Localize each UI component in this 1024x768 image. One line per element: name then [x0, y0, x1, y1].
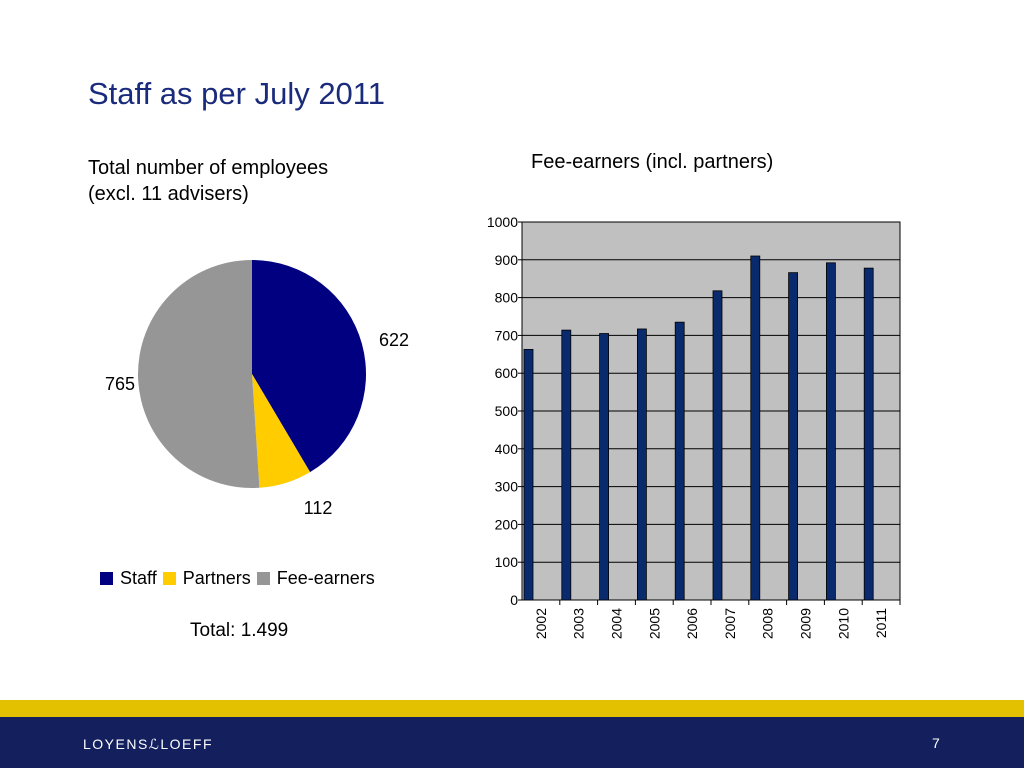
bar-2008: [750, 255, 761, 601]
legend-label-partners: Partners: [182, 568, 251, 588]
footer-stripe: [0, 700, 1024, 717]
y-tick-label-700: 700: [495, 327, 519, 343]
company-logo: LOYENSℒLOEFF: [83, 736, 213, 752]
y-tick-label-100: 100: [495, 554, 519, 570]
pie-title-line1: Total number of employees: [88, 157, 329, 179]
legend-item-fee-earners: Fee-earners: [256, 568, 375, 589]
page-number: 7: [932, 735, 940, 751]
bar-2004: [599, 333, 610, 601]
bar-2007: [712, 290, 723, 601]
y-tick-label-500: 500: [495, 403, 519, 419]
bar-2006: [674, 321, 685, 601]
bar-chart: 0 100 200 300 400 500 600 700 800 900 1000 2002 2003…: [487, 214, 901, 639]
bar-2002: [523, 348, 534, 601]
pie-label-fee-earners: 765: [105, 374, 135, 394]
pie-chart: 622 112 765: [105, 260, 409, 518]
bar-2011: [863, 267, 874, 601]
bar-chart-title: Fee-earners (incl. partners): [531, 151, 774, 173]
x-tick-label-2009: 2009: [798, 608, 814, 639]
pie-slice-partners: [252, 374, 311, 488]
pie-slice-staff: [252, 260, 366, 473]
bar-2010: [825, 262, 836, 601]
x-tick-label-2011: 2011: [873, 608, 889, 638]
pie-label-staff: 622: [379, 330, 409, 350]
legend-label-staff: Staff: [120, 568, 157, 588]
y-tick-label-900: 900: [495, 252, 519, 268]
x-tick-label-2004: 2004: [609, 608, 625, 639]
y-tick-label-600: 600: [495, 365, 519, 381]
legend-swatch-fee-earners: [256, 572, 270, 585]
footer-bar: [0, 717, 1024, 768]
y-tick-label-400: 400: [495, 441, 519, 457]
y-tick-label-300: 300: [495, 479, 519, 495]
x-tick-label-2007: 2007: [722, 608, 738, 639]
x-tick-label-2010: 2010: [835, 608, 851, 639]
bar-2003: [561, 329, 572, 601]
x-tick-label-2002: 2002: [533, 608, 549, 639]
x-tick-label-2003: 2003: [571, 608, 587, 639]
total-label: Total: 1.499: [190, 620, 289, 641]
y-tick-label-1000: 1000: [487, 214, 518, 230]
pie-label-partners: 112: [304, 498, 333, 518]
pie-chart-title: Total number of employees (excl. 11 advi…: [88, 155, 418, 207]
x-tick-label-2005: 2005: [646, 608, 662, 639]
slide-title: Staff as per July 2011: [88, 76, 385, 111]
legend-label-fee-earners: Fee-earners: [276, 568, 375, 588]
y-tick-label-800: 800: [495, 290, 519, 306]
bar-2005: [636, 328, 647, 601]
pie-legend: Staff Partners Fee-earners: [100, 568, 381, 589]
x-tick-label-2008: 2008: [760, 608, 776, 639]
y-tick-label-0: 0: [510, 592, 518, 608]
pie-slice-fee-earners: [138, 260, 260, 488]
legend-item-staff: Staff: [100, 568, 157, 589]
legend-swatch-partners: [162, 572, 176, 585]
bar-2009: [788, 272, 799, 601]
pie-title-line2: (excl. 11 advisers): [88, 183, 249, 205]
legend-item-partners: Partners: [162, 568, 251, 589]
y-tick-label-200: 200: [495, 516, 519, 532]
legend-swatch-staff: [100, 572, 113, 585]
x-tick-label-2006: 2006: [684, 608, 700, 639]
